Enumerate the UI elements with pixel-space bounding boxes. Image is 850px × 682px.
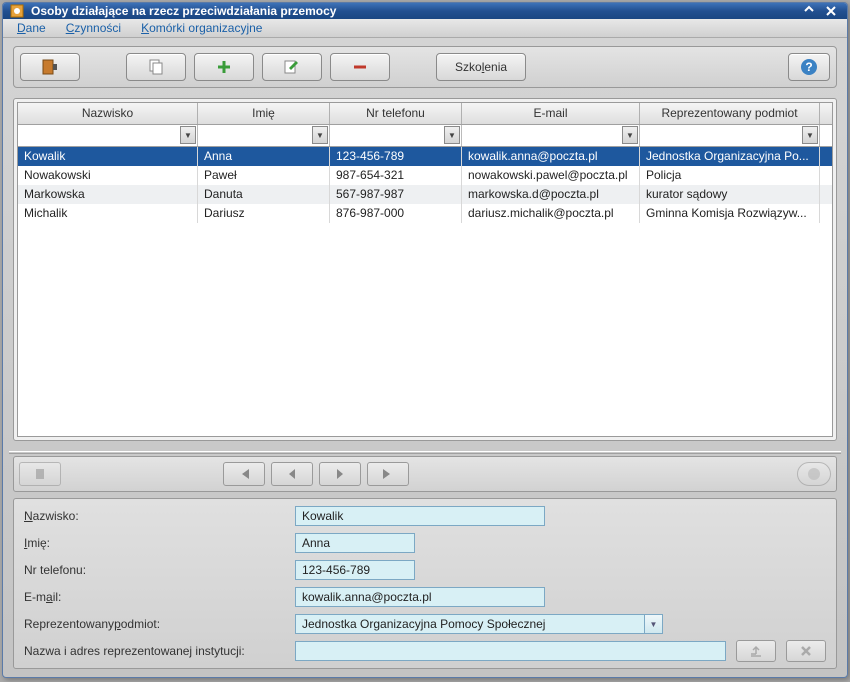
table-row[interactable]: MarkowskaDanuta567-987-987markowska.d@po… bbox=[18, 185, 832, 204]
filter-podmiot[interactable]: ▼ bbox=[640, 125, 820, 146]
grid-header: Nazwisko Imię Nr telefonu E-mail Repreze… bbox=[18, 103, 832, 125]
menu-komorki[interactable]: Komórki organizacyjne bbox=[131, 19, 272, 37]
label-podmiot: Reprezentowany podmiot: bbox=[24, 617, 289, 631]
cell-podmiot: kurator sądowy bbox=[640, 185, 820, 204]
col-email[interactable]: E-mail bbox=[462, 103, 640, 124]
cell-podmiot: Jednostka Organizacyjna Po... bbox=[640, 147, 820, 166]
delete-button[interactable] bbox=[330, 53, 390, 81]
col-podmiot[interactable]: Reprezentowany podmiot bbox=[640, 103, 820, 124]
cell-nazwisko: Markowska bbox=[18, 185, 198, 204]
help-button[interactable]: ? bbox=[788, 53, 830, 81]
svg-text:?: ? bbox=[805, 60, 812, 74]
chevron-down-icon[interactable]: ▼ bbox=[180, 126, 196, 144]
close-button[interactable] bbox=[821, 3, 841, 19]
cell-nazwisko: Kowalik bbox=[18, 147, 198, 166]
copy-button[interactable] bbox=[126, 53, 186, 81]
separator bbox=[9, 451, 841, 454]
menu-czynnosci[interactable]: Czynności bbox=[56, 19, 131, 37]
cell-nr: 123-456-789 bbox=[330, 147, 462, 166]
grid-body: KowalikAnna123-456-789kowalik.anna@poczt… bbox=[18, 147, 832, 436]
label-instytucja: Nazwa i adres reprezentowanej instytucji… bbox=[24, 644, 289, 658]
menubar: Dane Czynności Komórki organizacyjne bbox=[3, 19, 847, 38]
btn-pick[interactable] bbox=[736, 640, 776, 662]
input-email[interactable] bbox=[295, 587, 545, 607]
add-button[interactable] bbox=[194, 53, 254, 81]
menu-dane[interactable]: Dane bbox=[7, 19, 56, 37]
input-instytucja[interactable] bbox=[295, 641, 726, 661]
col-nazwisko[interactable]: Nazwisko bbox=[18, 103, 198, 124]
table-row[interactable]: KowalikAnna123-456-789kowalik.anna@poczt… bbox=[18, 147, 832, 166]
window-icon bbox=[9, 3, 25, 19]
window-title: Osoby działające na rzecz przeciwdziałan… bbox=[31, 4, 797, 18]
cell-email: dariusz.michalik@poczta.pl bbox=[462, 204, 640, 223]
input-imie[interactable] bbox=[295, 533, 415, 553]
chevron-down-icon[interactable]: ▼ bbox=[802, 126, 818, 144]
titlebar: Osoby działające na rzecz przeciwdziałan… bbox=[3, 3, 847, 19]
combo-podmiot[interactable]: ▼ bbox=[295, 614, 663, 634]
btn-clear[interactable] bbox=[786, 640, 826, 662]
label-nr: Nr telefonu: bbox=[24, 563, 289, 577]
data-grid: Nazwisko Imię Nr telefonu E-mail Repreze… bbox=[17, 102, 833, 437]
detail-form: Nazwisko: Imię: Nr telefonu: E-mail: Rep… bbox=[13, 498, 837, 669]
label-email: E-mail: bbox=[24, 590, 289, 604]
chevron-down-icon[interactable]: ▼ bbox=[312, 126, 328, 144]
filter-email[interactable]: ▼ bbox=[462, 125, 640, 146]
nav-help[interactable] bbox=[797, 462, 831, 486]
input-nr[interactable] bbox=[295, 560, 415, 580]
szkolenia-button[interactable]: Szkolenia bbox=[436, 53, 526, 81]
cell-imie: Anna bbox=[198, 147, 330, 166]
nav-prev[interactable] bbox=[271, 462, 313, 486]
cell-email: kowalik.anna@poczta.pl bbox=[462, 147, 640, 166]
exit-button[interactable] bbox=[20, 53, 80, 81]
chevron-down-icon[interactable]: ▼ bbox=[645, 614, 663, 634]
input-nazwisko[interactable] bbox=[295, 506, 545, 526]
cell-nr: 876-987-000 bbox=[330, 204, 462, 223]
grid-filter-row: ▼ ▼ ▼ ▼ ▼ bbox=[18, 125, 832, 147]
toolbar-wrap: Szkolenia ? bbox=[3, 38, 847, 96]
cell-nr: 987-654-321 bbox=[330, 166, 462, 185]
combo-podmiot-input[interactable] bbox=[295, 614, 645, 634]
cell-nazwisko: Nowakowski bbox=[18, 166, 198, 185]
minimize-button[interactable] bbox=[799, 3, 819, 19]
col-imie[interactable]: Imię bbox=[198, 103, 330, 124]
cell-podmiot: Policja bbox=[640, 166, 820, 185]
label-nazwisko: Nazwisko: bbox=[24, 509, 289, 523]
table-row[interactable]: NowakowskiPaweł987-654-321nowakowski.paw… bbox=[18, 166, 832, 185]
col-nrtelefonu[interactable]: Nr telefonu bbox=[330, 103, 462, 124]
filter-imie[interactable]: ▼ bbox=[198, 125, 330, 146]
cell-imie: Danuta bbox=[198, 185, 330, 204]
nav-first[interactable] bbox=[223, 462, 265, 486]
cell-nr: 567-987-987 bbox=[330, 185, 462, 204]
chevron-down-icon[interactable]: ▼ bbox=[444, 126, 460, 144]
nav-last[interactable] bbox=[367, 462, 409, 486]
cell-podmiot: Gminna Komisja Rozwiązyw... bbox=[640, 204, 820, 223]
cell-email: markowska.d@poczta.pl bbox=[462, 185, 640, 204]
cell-email: nowakowski.pawel@poczta.pl bbox=[462, 166, 640, 185]
nav-next[interactable] bbox=[319, 462, 361, 486]
table-row[interactable]: MichalikDariusz876-987-000dariusz.michal… bbox=[18, 204, 832, 223]
cell-imie: Paweł bbox=[198, 166, 330, 185]
chevron-down-icon[interactable]: ▼ bbox=[622, 126, 638, 144]
filter-nazwisko[interactable]: ▼ bbox=[18, 125, 198, 146]
app-window: Osoby działające na rzecz przeciwdziałan… bbox=[2, 2, 848, 678]
edit-button[interactable] bbox=[262, 53, 322, 81]
filter-nr[interactable]: ▼ bbox=[330, 125, 462, 146]
grid-panel: Nazwisko Imię Nr telefonu E-mail Repreze… bbox=[13, 98, 837, 441]
nav-panel bbox=[13, 456, 837, 492]
toolbar: Szkolenia ? bbox=[13, 46, 837, 88]
cell-nazwisko: Michalik bbox=[18, 204, 198, 223]
nav-bookmark[interactable] bbox=[19, 462, 61, 486]
cell-imie: Dariusz bbox=[198, 204, 330, 223]
label-imie: Imię: bbox=[24, 536, 289, 550]
